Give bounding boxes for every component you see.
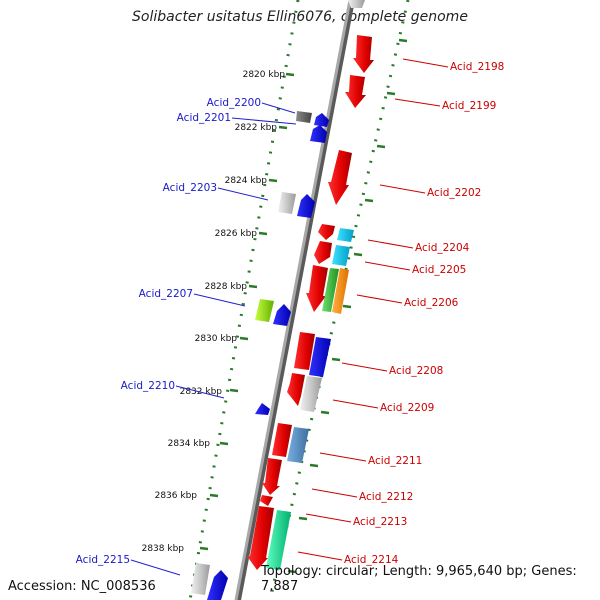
tick-marks <box>199 38 408 574</box>
gene-arrow <box>294 332 315 370</box>
tick-label: 2834 kbp <box>168 439 211 449</box>
gene-arrow <box>314 241 332 264</box>
gene-arrow <box>262 458 282 495</box>
gene-arrow <box>266 510 291 570</box>
gene-label-left: Acid_2200 <box>207 97 261 109</box>
gene-arrow <box>318 224 335 240</box>
gene-label-right: Acid_2209 <box>380 402 434 414</box>
gene-arrow <box>353 35 374 73</box>
tick-label: 2824 kbp <box>225 176 268 186</box>
gene-label-right: Acid_2206 <box>404 297 459 309</box>
tick-label: 2838 kbp <box>142 544 185 554</box>
guide-track-left <box>188 0 300 600</box>
gene-arrow <box>345 75 366 108</box>
gene-label-right: Acid_2199 <box>442 100 496 112</box>
gene-label-left: Acid_2210 <box>121 380 175 392</box>
gene-arrow <box>287 373 305 406</box>
genome-backbone <box>234 0 352 600</box>
gene-label-right: Acid_2205 <box>412 264 466 276</box>
gene-arrow <box>332 245 350 266</box>
right-leaders <box>297 58 449 561</box>
gene-arrow <box>247 506 274 570</box>
tick-label: 2826 kbp <box>215 229 258 239</box>
gene-label-left: Acid_2203 <box>163 182 217 194</box>
gene-arrow <box>314 113 329 127</box>
gene-arrow <box>255 299 274 322</box>
gene-label-right: Acid_2213 <box>353 516 407 528</box>
tick-label: 2836 kbp <box>155 491 198 501</box>
gene-arrow <box>309 337 331 377</box>
gene-label-right: Acid_2212 <box>359 491 413 503</box>
gene-label-left: Acid_2215 <box>76 554 130 566</box>
tick-label: 2820 kbp <box>243 70 286 80</box>
gene-label-right: Acid_2211 <box>368 455 422 467</box>
gene-arrow <box>306 265 328 312</box>
gene-arrow <box>260 495 273 506</box>
gene-label-left: Acid_2207 <box>139 288 193 300</box>
gene-label-left: Acid_2201 <box>177 112 231 124</box>
gene-label-right: Acid_2198 <box>450 61 504 73</box>
topology-text: Topology: circular; Length: 9,965,640 bp… <box>261 564 577 594</box>
gene-arrow <box>272 423 292 457</box>
gene-arrow <box>300 376 322 412</box>
gene-arrow <box>255 403 270 415</box>
gene-arrow <box>273 304 291 326</box>
gene-label-right: Acid_2208 <box>389 365 443 377</box>
gene-arrow <box>297 194 315 218</box>
gene-arrow <box>287 427 309 463</box>
gene-arrow <box>278 192 296 214</box>
gene-arrow <box>337 228 354 242</box>
tick-label: 2830 kbp <box>195 334 238 344</box>
map-title: Solibacter usitatus Ellin6076, complete … <box>132 9 468 25</box>
genome-backbone-shadow <box>235 0 355 600</box>
gene-label-right: Acid_2202 <box>427 187 481 199</box>
gene-label-right: Acid_2214 <box>344 554 399 566</box>
gene-arrow <box>191 563 210 595</box>
left-leaders <box>130 102 297 576</box>
gene-arrow <box>310 125 327 143</box>
gene-arrow <box>328 150 352 205</box>
tick-label: 2822 kbp <box>235 123 278 133</box>
tick-label: 2828 kbp <box>205 282 248 292</box>
gene-arrow <box>332 268 349 314</box>
accession-text: Accession: NC_008536 <box>8 579 156 594</box>
gene-arrow <box>207 570 228 600</box>
gene-label-right: Acid_2204 <box>415 242 470 254</box>
gene-arrow <box>296 111 312 123</box>
gene-arrow <box>348 0 365 8</box>
gene-arrow <box>322 268 339 312</box>
